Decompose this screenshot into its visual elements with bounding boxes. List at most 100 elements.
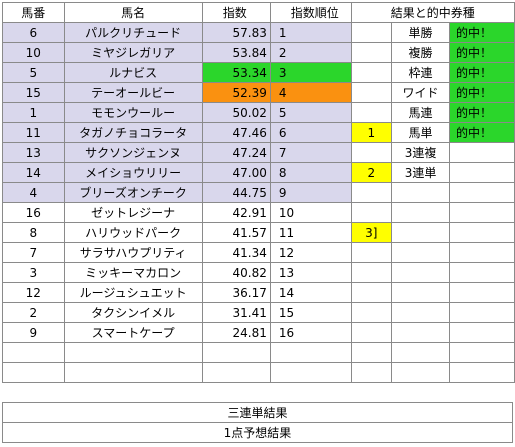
cell-shisu[interactable]: 40.82 <box>201 262 271 283</box>
cell-juni[interactable]: 1 <box>269 22 352 43</box>
cell-bet-type[interactable]: 3連複 <box>391 142 451 163</box>
header-bamei[interactable]: 馬名 <box>63 2 203 23</box>
cell-juni[interactable]: 15 <box>269 302 352 323</box>
cell-bet-type[interactable] <box>391 202 451 223</box>
cell-shisu[interactable]: 53.84 <box>201 42 271 63</box>
cell-umaban[interactable]: 15 <box>2 82 65 103</box>
cell-mark[interactable] <box>350 302 393 323</box>
cell-shisu[interactable]: 53.34 <box>201 62 271 83</box>
cell-shisu[interactable]: 31.41 <box>201 302 271 323</box>
cell-juni[interactable]: 11 <box>269 222 352 243</box>
cell-juni[interactable]: 13 <box>269 262 352 283</box>
header-kekka[interactable]: 結果と的中券種 <box>350 2 515 23</box>
cell-umaban[interactable]: 13 <box>2 142 65 163</box>
cell-bamei[interactable]: メイショウリリー <box>63 162 203 183</box>
cell-bamei[interactable]: タクシンイメル <box>63 302 203 323</box>
cell-bamei[interactable]: ミヤジレガリア <box>63 42 203 63</box>
cell-bamei[interactable]: ミッキーマカロン <box>63 262 203 283</box>
cell-hit[interactable] <box>449 182 515 203</box>
cell-umaban[interactable]: 14 <box>2 162 65 183</box>
cell-bamei[interactable]: ルナビス <box>63 62 203 83</box>
cell-shisu[interactable]: 47.00 <box>201 162 271 183</box>
cell-juni[interactable]: 9 <box>269 182 352 203</box>
cell-bet-type[interactable]: 単勝 <box>391 22 451 43</box>
empty-cell[interactable] <box>350 362 393 383</box>
cell-juni[interactable]: 12 <box>269 242 352 263</box>
cell-shisu[interactable]: 41.57 <box>201 222 271 243</box>
cell-umaban[interactable]: 3 <box>2 262 65 283</box>
cell-umaban[interactable]: 6 <box>2 22 65 43</box>
cell-umaban[interactable]: 2 <box>2 302 65 323</box>
cell-bamei[interactable]: タガノチョコラータ <box>63 122 203 143</box>
empty-cell[interactable] <box>449 342 515 363</box>
cell-juni[interactable]: 5 <box>269 102 352 123</box>
cell-mark[interactable]: 2 <box>350 162 393 183</box>
cell-hit[interactable] <box>449 162 515 183</box>
cell-bet-type[interactable] <box>391 262 451 283</box>
cell-hit[interactable] <box>449 202 515 223</box>
empty-cell[interactable] <box>63 362 203 383</box>
cell-mark[interactable] <box>350 202 393 223</box>
cell-hit[interactable]: 的中！ <box>449 62 515 83</box>
cell-bet-type[interactable] <box>391 282 451 303</box>
cell-bamei[interactable]: スマートケープ <box>63 322 203 343</box>
cell-bet-type[interactable]: 馬連 <box>391 102 451 123</box>
cell-bet-type[interactable] <box>391 222 451 243</box>
cell-juni[interactable]: 2 <box>269 42 352 63</box>
cell-mark[interactable] <box>350 42 393 63</box>
cell-bamei[interactable]: ゼットレジーナ <box>63 202 203 223</box>
cell-bamei[interactable]: モモンウールー <box>63 102 203 123</box>
cell-mark[interactable] <box>350 262 393 283</box>
cell-bamei[interactable]: パルクリチュード <box>63 22 203 43</box>
cell-umaban[interactable]: 5 <box>2 62 65 83</box>
cell-hit[interactable] <box>449 262 515 283</box>
cell-shisu[interactable]: 50.02 <box>201 102 271 123</box>
cell-umaban[interactable]: 16 <box>2 202 65 223</box>
cell-bet-type[interactable] <box>391 322 451 343</box>
header-shisu[interactable]: 指数 <box>201 2 271 23</box>
empty-cell[interactable] <box>391 362 451 383</box>
cell-bamei[interactable]: サラサハウプリティ <box>63 242 203 263</box>
empty-cell[interactable] <box>269 362 352 383</box>
cell-shisu[interactable]: 41.34 <box>201 242 271 263</box>
cell-bet-type[interactable] <box>391 302 451 323</box>
empty-cell[interactable] <box>449 362 515 383</box>
cell-hit[interactable]: 的中！ <box>449 42 515 63</box>
sanrentan-result-label[interactable]: 三連単結果 <box>2 402 513 423</box>
cell-juni[interactable]: 8 <box>269 162 352 183</box>
cell-hit[interactable]: 的中！ <box>449 102 515 123</box>
cell-umaban[interactable]: 4 <box>2 182 65 203</box>
cell-mark[interactable] <box>350 102 393 123</box>
cell-juni[interactable]: 14 <box>269 282 352 303</box>
cell-hit[interactable]: 的中！ <box>449 122 515 143</box>
cell-juni[interactable]: 10 <box>269 202 352 223</box>
cell-juni[interactable]: 16 <box>269 322 352 343</box>
cell-mark[interactable] <box>350 22 393 43</box>
cell-bet-type[interactable]: 枠連 <box>391 62 451 83</box>
cell-umaban[interactable]: 11 <box>2 122 65 143</box>
cell-juni[interactable]: 6 <box>269 122 352 143</box>
cell-mark[interactable] <box>350 282 393 303</box>
cell-juni[interactable]: 3 <box>269 62 352 83</box>
cell-umaban[interactable]: 8 <box>2 222 65 243</box>
cell-hit[interactable] <box>449 222 515 243</box>
cell-shisu[interactable]: 42.91 <box>201 202 271 223</box>
cell-umaban[interactable]: 12 <box>2 282 65 303</box>
empty-cell[interactable] <box>63 342 203 363</box>
empty-cell[interactable] <box>269 342 352 363</box>
cell-bet-type[interactable]: ワイド <box>391 82 451 103</box>
cell-hit[interactable] <box>449 302 515 323</box>
cell-hit[interactable] <box>449 142 515 163</box>
cell-shisu[interactable]: 47.46 <box>201 122 271 143</box>
cell-juni[interactable]: 7 <box>269 142 352 163</box>
cell-mark[interactable]: 3] <box>350 222 393 243</box>
cell-mark[interactable] <box>350 182 393 203</box>
cell-bamei[interactable]: ハリウッドパーク <box>63 222 203 243</box>
cell-bamei[interactable]: ルージュシュエット <box>63 282 203 303</box>
empty-cell[interactable] <box>2 342 65 363</box>
cell-umaban[interactable]: 10 <box>2 42 65 63</box>
cell-shisu[interactable]: 47.24 <box>201 142 271 163</box>
cell-umaban[interactable]: 7 <box>2 242 65 263</box>
cell-shisu[interactable]: 57.83 <box>201 22 271 43</box>
cell-shisu[interactable]: 36.17 <box>201 282 271 303</box>
